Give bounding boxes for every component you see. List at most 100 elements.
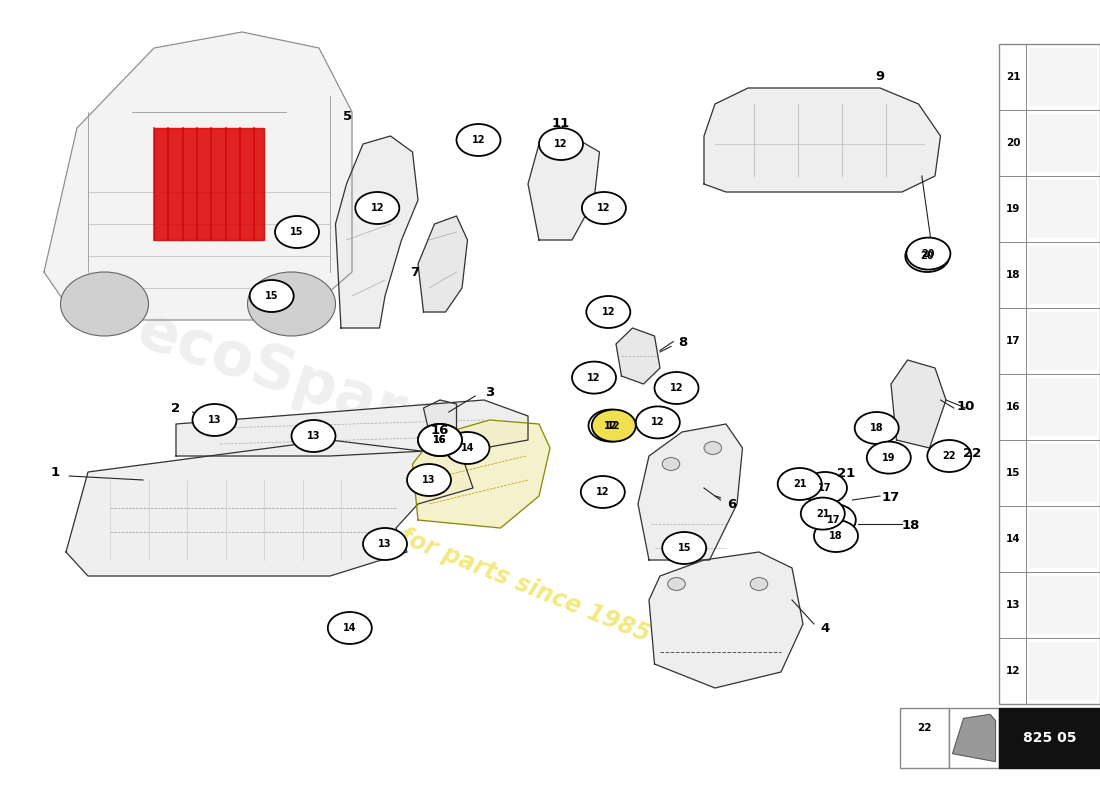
Text: 16: 16 bbox=[433, 435, 447, 445]
Text: 11: 11 bbox=[552, 117, 570, 130]
Circle shape bbox=[654, 372, 698, 404]
Text: 825 05: 825 05 bbox=[1023, 731, 1076, 745]
Circle shape bbox=[192, 404, 236, 436]
Text: 13: 13 bbox=[378, 539, 392, 549]
FancyBboxPatch shape bbox=[1028, 312, 1097, 370]
Polygon shape bbox=[418, 216, 468, 312]
Circle shape bbox=[704, 442, 722, 454]
Text: 20: 20 bbox=[1005, 138, 1021, 148]
Circle shape bbox=[363, 528, 407, 560]
Polygon shape bbox=[154, 128, 264, 240]
FancyBboxPatch shape bbox=[1028, 246, 1097, 304]
Circle shape bbox=[539, 128, 583, 160]
Text: 10: 10 bbox=[957, 400, 975, 413]
Text: 19: 19 bbox=[1005, 204, 1021, 214]
FancyBboxPatch shape bbox=[1028, 48, 1097, 106]
Text: 14: 14 bbox=[343, 623, 356, 633]
Circle shape bbox=[750, 578, 768, 590]
FancyBboxPatch shape bbox=[999, 44, 1100, 704]
Text: 19: 19 bbox=[882, 453, 895, 462]
Text: 2: 2 bbox=[172, 402, 180, 414]
FancyBboxPatch shape bbox=[1028, 510, 1097, 568]
Text: 13: 13 bbox=[307, 431, 320, 441]
Text: 15: 15 bbox=[1005, 468, 1021, 478]
Polygon shape bbox=[336, 136, 418, 328]
Polygon shape bbox=[528, 136, 600, 240]
Text: 12: 12 bbox=[607, 421, 620, 430]
FancyBboxPatch shape bbox=[949, 708, 999, 768]
Circle shape bbox=[592, 410, 636, 442]
Text: 21: 21 bbox=[793, 479, 806, 489]
Text: 12: 12 bbox=[587, 373, 601, 382]
Polygon shape bbox=[412, 420, 550, 528]
Text: 22: 22 bbox=[964, 447, 981, 460]
Text: 15: 15 bbox=[678, 543, 691, 553]
Circle shape bbox=[60, 272, 148, 336]
Polygon shape bbox=[616, 328, 660, 384]
Text: 5: 5 bbox=[343, 110, 352, 122]
Circle shape bbox=[292, 420, 336, 452]
Circle shape bbox=[801, 498, 845, 530]
Text: 8: 8 bbox=[679, 336, 688, 349]
FancyBboxPatch shape bbox=[900, 708, 949, 768]
Circle shape bbox=[636, 406, 680, 438]
Text: 12: 12 bbox=[604, 421, 617, 430]
Text: 20: 20 bbox=[921, 251, 934, 261]
Polygon shape bbox=[649, 552, 803, 688]
FancyBboxPatch shape bbox=[1028, 642, 1097, 700]
Polygon shape bbox=[891, 360, 946, 448]
Circle shape bbox=[582, 192, 626, 224]
Circle shape bbox=[328, 612, 372, 644]
Text: 9: 9 bbox=[876, 70, 884, 82]
Text: 12: 12 bbox=[651, 418, 664, 427]
Text: 16: 16 bbox=[431, 424, 449, 437]
Text: 4: 4 bbox=[821, 622, 829, 634]
Circle shape bbox=[588, 410, 632, 442]
Circle shape bbox=[867, 442, 911, 474]
Text: 12: 12 bbox=[597, 203, 611, 213]
Text: 18: 18 bbox=[1005, 270, 1021, 280]
Text: 22: 22 bbox=[943, 451, 956, 461]
Polygon shape bbox=[638, 424, 743, 560]
Text: 12: 12 bbox=[554, 139, 568, 149]
FancyBboxPatch shape bbox=[1028, 114, 1097, 172]
Circle shape bbox=[855, 412, 899, 444]
Text: 12: 12 bbox=[602, 307, 615, 317]
Text: 22: 22 bbox=[916, 723, 932, 734]
Text: 21: 21 bbox=[837, 467, 855, 480]
Circle shape bbox=[275, 216, 319, 248]
Polygon shape bbox=[176, 400, 528, 456]
Circle shape bbox=[662, 532, 706, 564]
Text: 12: 12 bbox=[670, 383, 683, 393]
Text: 15: 15 bbox=[290, 227, 304, 237]
Circle shape bbox=[662, 458, 680, 470]
Circle shape bbox=[418, 424, 462, 456]
Text: 17: 17 bbox=[827, 515, 840, 525]
Circle shape bbox=[355, 192, 399, 224]
FancyBboxPatch shape bbox=[1028, 378, 1097, 436]
Text: 17: 17 bbox=[818, 483, 832, 493]
Text: 13: 13 bbox=[422, 475, 436, 485]
FancyBboxPatch shape bbox=[1028, 444, 1097, 502]
Circle shape bbox=[812, 504, 856, 536]
FancyBboxPatch shape bbox=[1028, 180, 1097, 238]
Circle shape bbox=[814, 520, 858, 552]
FancyBboxPatch shape bbox=[999, 708, 1100, 768]
Polygon shape bbox=[953, 714, 996, 762]
Text: 18: 18 bbox=[902, 519, 920, 532]
Text: 18: 18 bbox=[870, 423, 883, 433]
Text: 14: 14 bbox=[461, 443, 474, 453]
Text: 16: 16 bbox=[433, 435, 447, 445]
Text: 13: 13 bbox=[1005, 600, 1021, 610]
Text: 16: 16 bbox=[1005, 402, 1021, 412]
Polygon shape bbox=[424, 400, 456, 432]
Text: 12: 12 bbox=[1005, 666, 1021, 676]
Text: 12: 12 bbox=[371, 203, 384, 213]
Circle shape bbox=[586, 296, 630, 328]
Circle shape bbox=[407, 464, 451, 496]
Circle shape bbox=[572, 362, 616, 394]
Circle shape bbox=[250, 280, 294, 312]
Text: 14: 14 bbox=[1005, 534, 1021, 544]
Polygon shape bbox=[66, 440, 473, 576]
Text: 20: 20 bbox=[922, 249, 935, 258]
